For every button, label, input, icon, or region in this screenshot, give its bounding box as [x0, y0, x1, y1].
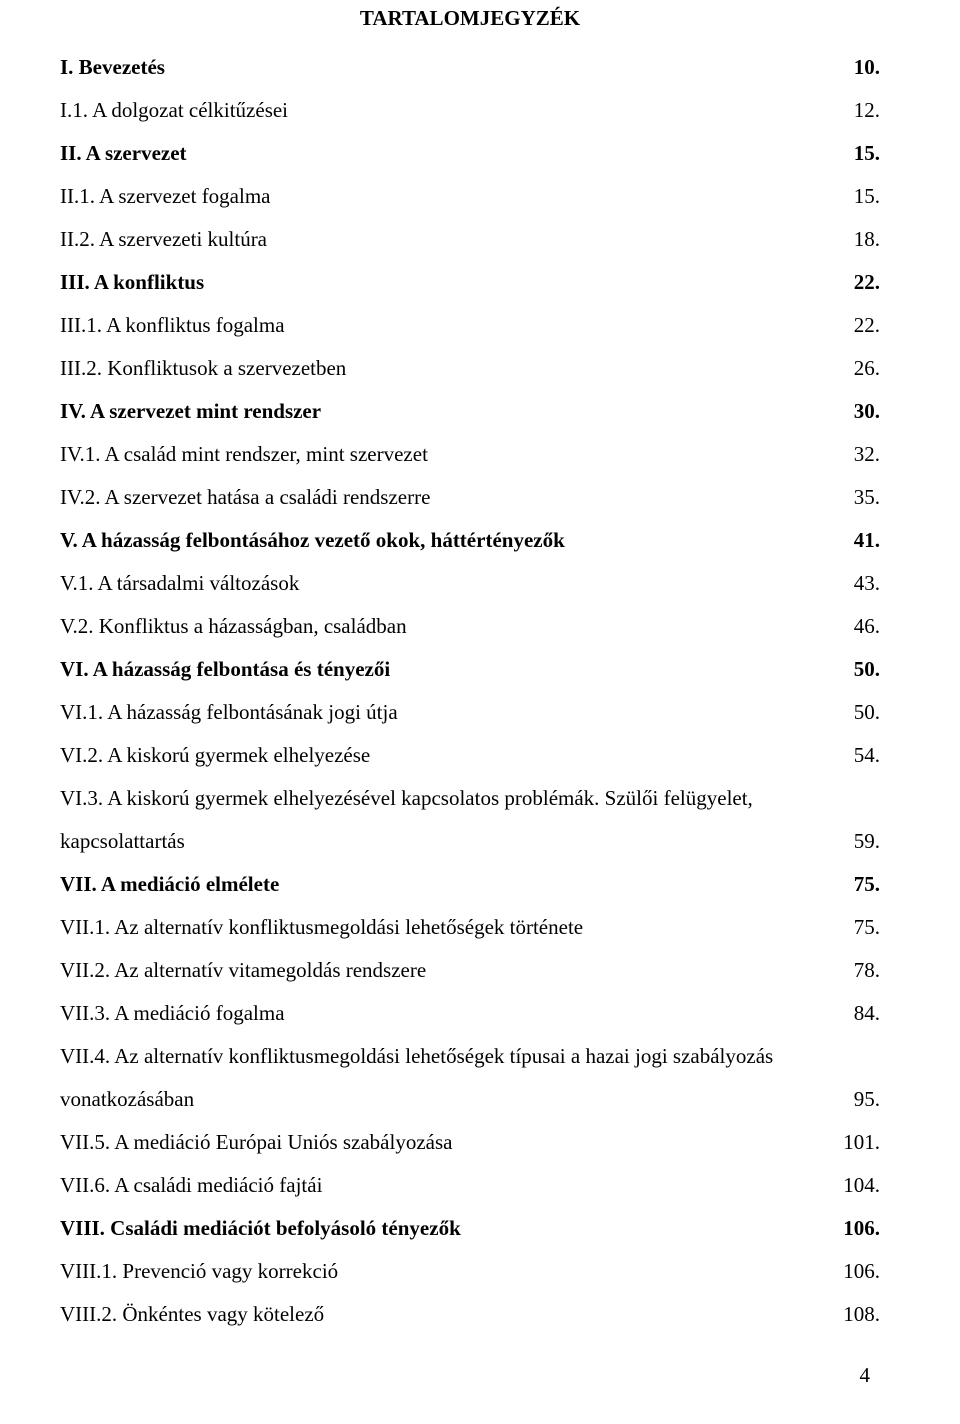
toc-entry-page: 22. [842, 313, 880, 338]
toc-entry: VI.2. A kiskorú gyermek elhelyezése54. [60, 743, 880, 768]
toc-entry: IV.1. A család mint rendszer, mint szerv… [60, 442, 880, 467]
toc-entry-label: IV.1. A család mint rendszer, mint szerv… [60, 442, 842, 467]
toc-entry: V.1. A társadalmi változások43. [60, 571, 880, 596]
toc-entry-label: VII.6. A családi mediáció fajtái [60, 1173, 831, 1198]
toc-entry-page: 26. [842, 356, 880, 381]
toc-entry-page: 78. [842, 958, 880, 983]
page: TARTALOMJEGYZÉK I. Bevezetés10.I.1. A do… [0, 0, 960, 1424]
toc-entry: III. A konfliktus22. [60, 270, 880, 295]
toc-entry-page: 54. [842, 743, 880, 768]
toc-entry: VII.5. A mediáció Európai Uniós szabályo… [60, 1130, 880, 1155]
toc-list: I. Bevezetés10.I.1. A dolgozat célkitűzé… [60, 55, 880, 1327]
toc-entry: VIII. Családi mediációt befolyásoló tény… [60, 1216, 880, 1241]
toc-entry: vonatkozásában95. [60, 1087, 880, 1112]
toc-entry-label: VI.2. A kiskorú gyermek elhelyezése [60, 743, 842, 768]
toc-entry-label: VII. A mediáció elmélete [60, 872, 842, 897]
toc-entry: VII.3. A mediáció fogalma84. [60, 1001, 880, 1026]
toc-entry-page: 84. [842, 1001, 880, 1026]
toc-entry-label: VII.3. A mediáció fogalma [60, 1001, 842, 1026]
toc-entry-label: II.1. A szervezet fogalma [60, 184, 842, 209]
toc-entry-label: V. A házasság felbontásához vezető okok,… [60, 528, 842, 553]
toc-entry: V.2. Konfliktus a házasságban, családban… [60, 614, 880, 639]
toc-entry-page: 35. [842, 485, 880, 510]
toc-entry: IV. A szervezet mint rendszer30. [60, 399, 880, 424]
toc-entry: kapcsolattartás59. [60, 829, 880, 854]
toc-entry: VII.4. Az alternatív konfliktusmegoldási… [60, 1044, 880, 1069]
toc-entry-page: 18. [842, 227, 880, 252]
toc-entry: VIII.1. Prevenció vagy korrekció106. [60, 1259, 880, 1284]
toc-entry: VI.3. A kiskorú gyermek elhelyezésével k… [60, 786, 880, 811]
toc-entry-page: 59. [842, 829, 880, 854]
toc-entry: VII.6. A családi mediáció fajtái104. [60, 1173, 880, 1198]
toc-entry-label: kapcsolattartás [60, 829, 842, 854]
toc-entry: II.1. A szervezet fogalma15. [60, 184, 880, 209]
toc-entry-page: 15. [842, 141, 880, 166]
toc-entry-label: VIII.2. Önkéntes vagy kötelező [60, 1302, 831, 1327]
toc-entry-label: VII.4. Az alternatív konfliktusmegoldási… [60, 1044, 880, 1069]
toc-entry: V. A házasság felbontásához vezető okok,… [60, 528, 880, 553]
toc-entry-label: vonatkozásában [60, 1087, 842, 1112]
toc-entry-label: IV. A szervezet mint rendszer [60, 399, 842, 424]
toc-entry: III.2. Konfliktusok a szervezetben26. [60, 356, 880, 381]
toc-entry-page: 75. [842, 915, 880, 940]
toc-entry-label: VII.1. Az alternatív konfliktusmegoldási… [60, 915, 842, 940]
toc-entry-label: V.1. A társadalmi változások [60, 571, 842, 596]
toc-entry: II. A szervezet15. [60, 141, 880, 166]
toc-entry-page: 104. [831, 1173, 880, 1198]
toc-entry-label: I.1. A dolgozat célkitűzései [60, 98, 842, 123]
toc-entry-label: VI.1. A házasság felbontásának jogi útja [60, 700, 842, 725]
toc-entry: VII. A mediáció elmélete75. [60, 872, 880, 897]
toc-entry-label: I. Bevezetés [60, 55, 842, 80]
toc-entry-page: 10. [842, 55, 880, 80]
toc-entry-label: III.1. A konfliktus fogalma [60, 313, 842, 338]
toc-title: TARTALOMJEGYZÉK [60, 6, 880, 31]
toc-entry: VI. A házasság felbontása és tényezői50. [60, 657, 880, 682]
toc-entry: IV.2. A szervezet hatása a családi rends… [60, 485, 880, 510]
toc-entry-label: VI. A házasság felbontása és tényezői [60, 657, 842, 682]
toc-entry-label: VII.5. A mediáció Európai Uniós szabályo… [60, 1130, 831, 1155]
toc-entry-label: III. A konfliktus [60, 270, 842, 295]
toc-entry: II.2. A szervezeti kultúra18. [60, 227, 880, 252]
toc-entry-page: 15. [842, 184, 880, 209]
toc-entry: VIII.2. Önkéntes vagy kötelező108. [60, 1302, 880, 1327]
toc-entry-page: 101. [831, 1130, 880, 1155]
toc-entry: I. Bevezetés10. [60, 55, 880, 80]
toc-entry-page: 50. [842, 700, 880, 725]
toc-entry-page: 75. [842, 872, 880, 897]
toc-entry-page: 22. [842, 270, 880, 295]
toc-entry: VII.2. Az alternatív vitamegoldás rendsz… [60, 958, 880, 983]
toc-entry: VI.1. A házasság felbontásának jogi útja… [60, 700, 880, 725]
toc-entry-label: VI.3. A kiskorú gyermek elhelyezésével k… [60, 786, 880, 811]
toc-entry-page: 43. [842, 571, 880, 596]
toc-entry-label: IV.2. A szervezet hatása a családi rends… [60, 485, 842, 510]
toc-entry-page: 32. [842, 442, 880, 467]
toc-entry-page: 95. [842, 1087, 880, 1112]
toc-entry: VII.1. Az alternatív konfliktusmegoldási… [60, 915, 880, 940]
toc-entry-label: II. A szervezet [60, 141, 842, 166]
toc-entry: I.1. A dolgozat célkitűzései12. [60, 98, 880, 123]
toc-entry-page: 12. [842, 98, 880, 123]
toc-entry-page: 30. [842, 399, 880, 424]
toc-entry-page: 46. [842, 614, 880, 639]
toc-entry-page: 50. [842, 657, 880, 682]
toc-entry-label: VIII. Családi mediációt befolyásoló tény… [60, 1216, 831, 1241]
toc-entry-page: 106. [831, 1259, 880, 1284]
toc-entry-page: 108. [831, 1302, 880, 1327]
toc-entry-label: VII.2. Az alternatív vitamegoldás rendsz… [60, 958, 842, 983]
toc-entry-page: 41. [842, 528, 880, 553]
toc-entry-label: VIII.1. Prevenció vagy korrekció [60, 1259, 831, 1284]
toc-entry-label: III.2. Konfliktusok a szervezetben [60, 356, 842, 381]
toc-entry-label: V.2. Konfliktus a házasságban, családban [60, 614, 842, 639]
toc-entry-label: II.2. A szervezeti kultúra [60, 227, 842, 252]
toc-entry: III.1. A konfliktus fogalma22. [60, 313, 880, 338]
page-number: 4 [860, 1363, 871, 1388]
toc-entry-page: 106. [831, 1216, 880, 1241]
